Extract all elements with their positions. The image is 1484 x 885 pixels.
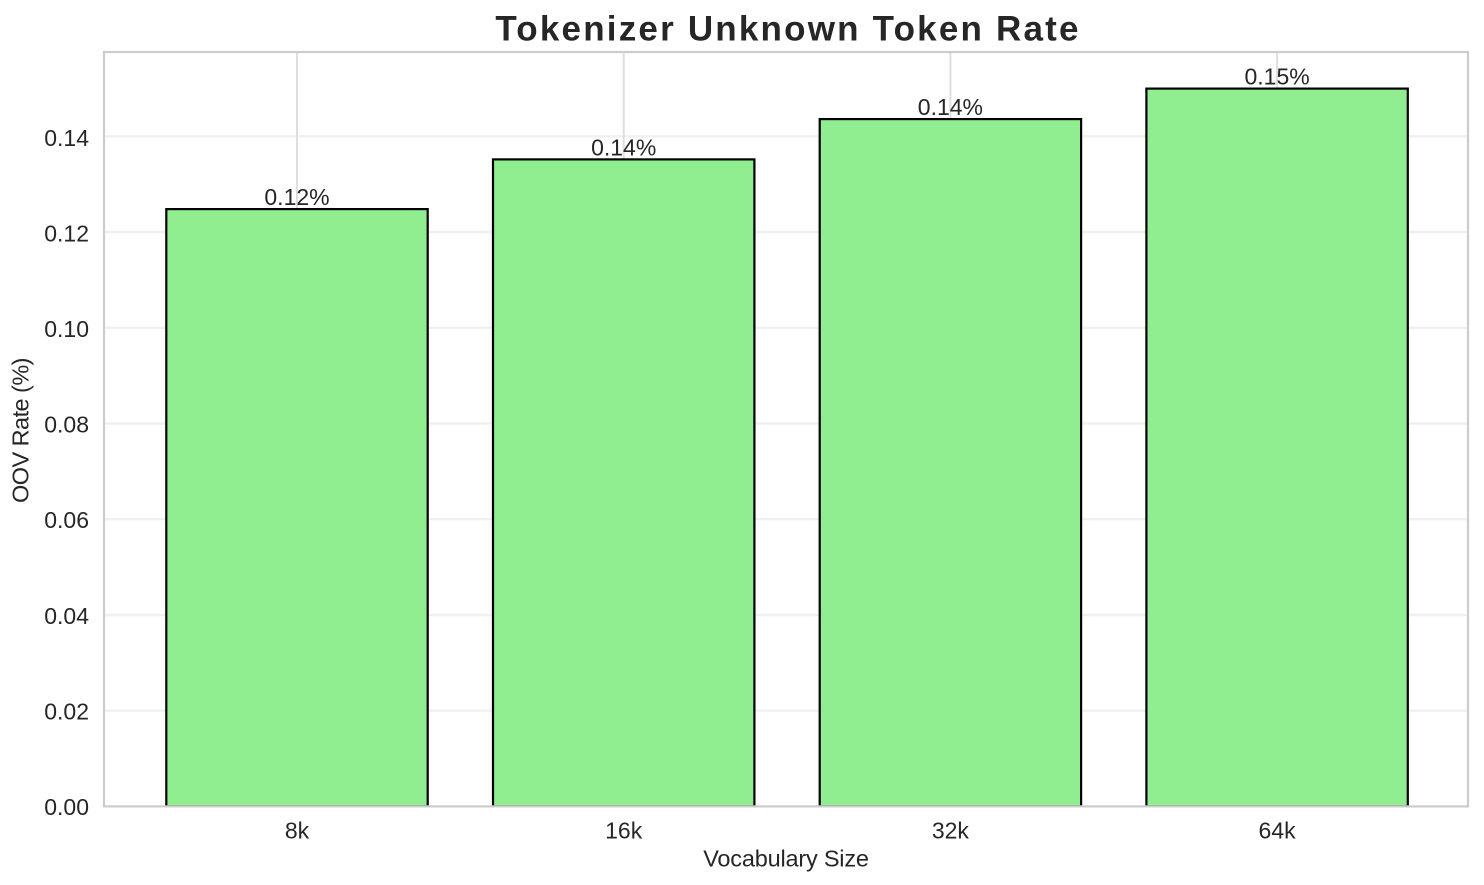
svg-text:0.12: 0.12 bbox=[44, 220, 89, 246]
svg-text:OOV Rate (%): OOV Rate (%) bbox=[8, 358, 34, 503]
svg-text:0.10: 0.10 bbox=[44, 316, 89, 342]
svg-text:0.12%: 0.12% bbox=[264, 184, 329, 210]
svg-text:0.00: 0.00 bbox=[44, 794, 89, 820]
svg-text:0.04: 0.04 bbox=[44, 603, 89, 629]
svg-text:Tokenizer Unknown Token Rate: Tokenizer Unknown Token Rate bbox=[495, 10, 1080, 49]
svg-text:64k: 64k bbox=[1259, 818, 1297, 844]
svg-text:0.08: 0.08 bbox=[44, 412, 89, 438]
svg-text:0.14: 0.14 bbox=[44, 125, 89, 151]
svg-text:0.14%: 0.14% bbox=[918, 94, 983, 120]
svg-text:8k: 8k bbox=[285, 818, 310, 844]
svg-text:0.06: 0.06 bbox=[44, 507, 89, 533]
svg-text:0.14%: 0.14% bbox=[591, 135, 656, 161]
svg-text:0.02: 0.02 bbox=[44, 698, 89, 724]
svg-text:0.15%: 0.15% bbox=[1244, 64, 1309, 90]
svg-text:Vocabulary Size: Vocabulary Size bbox=[703, 846, 869, 872]
svg-text:32k: 32k bbox=[932, 818, 970, 844]
svg-text:16k: 16k bbox=[605, 818, 643, 844]
